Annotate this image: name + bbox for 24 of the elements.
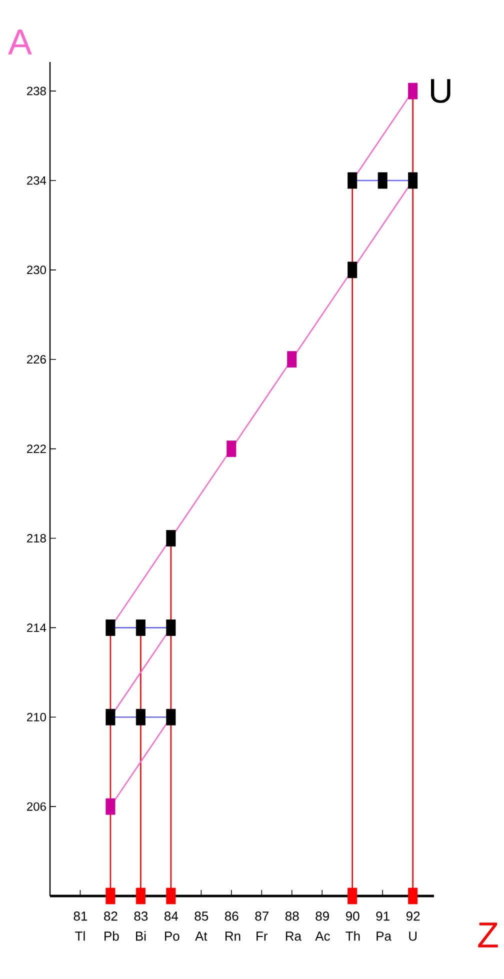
x-tick-label: 83 Bi (134, 912, 148, 941)
y-tick-label: 214 (27, 623, 46, 632)
y-tick-label: 210 (27, 712, 46, 722)
x-tick-label: 89 Ac (315, 912, 330, 941)
y-tick-label: 230 (27, 266, 46, 274)
y-tick-label: 222 (27, 444, 46, 453)
x-tick-label: 91 Pa (376, 912, 392, 941)
y-tick-label: 226 (27, 355, 46, 364)
x-tick-label: 81 Tl (74, 912, 88, 941)
y-axis-title: A (8, 30, 32, 54)
annotation: U (430, 79, 450, 103)
x-tick-label: 92 U (406, 912, 420, 941)
y-tick-label: 234 (27, 176, 46, 185)
y-tick-label: 238 (27, 86, 46, 96)
y-tick-label: 206 (27, 802, 46, 811)
x-tick-label: 87 Fr (255, 912, 268, 941)
x-axis-title: Z (478, 922, 498, 948)
y-tick-label: 218 (27, 534, 46, 542)
x-tick-label: 90 Th (346, 912, 360, 941)
x-tick-label: 88 Ra (285, 912, 302, 941)
x-tick-label: 84 Po (164, 912, 180, 941)
x-tick-label: 85 At (194, 912, 208, 941)
x-tick-label: 86 Rn (224, 912, 240, 941)
x-tick-label: 82 Pb (104, 912, 119, 941)
